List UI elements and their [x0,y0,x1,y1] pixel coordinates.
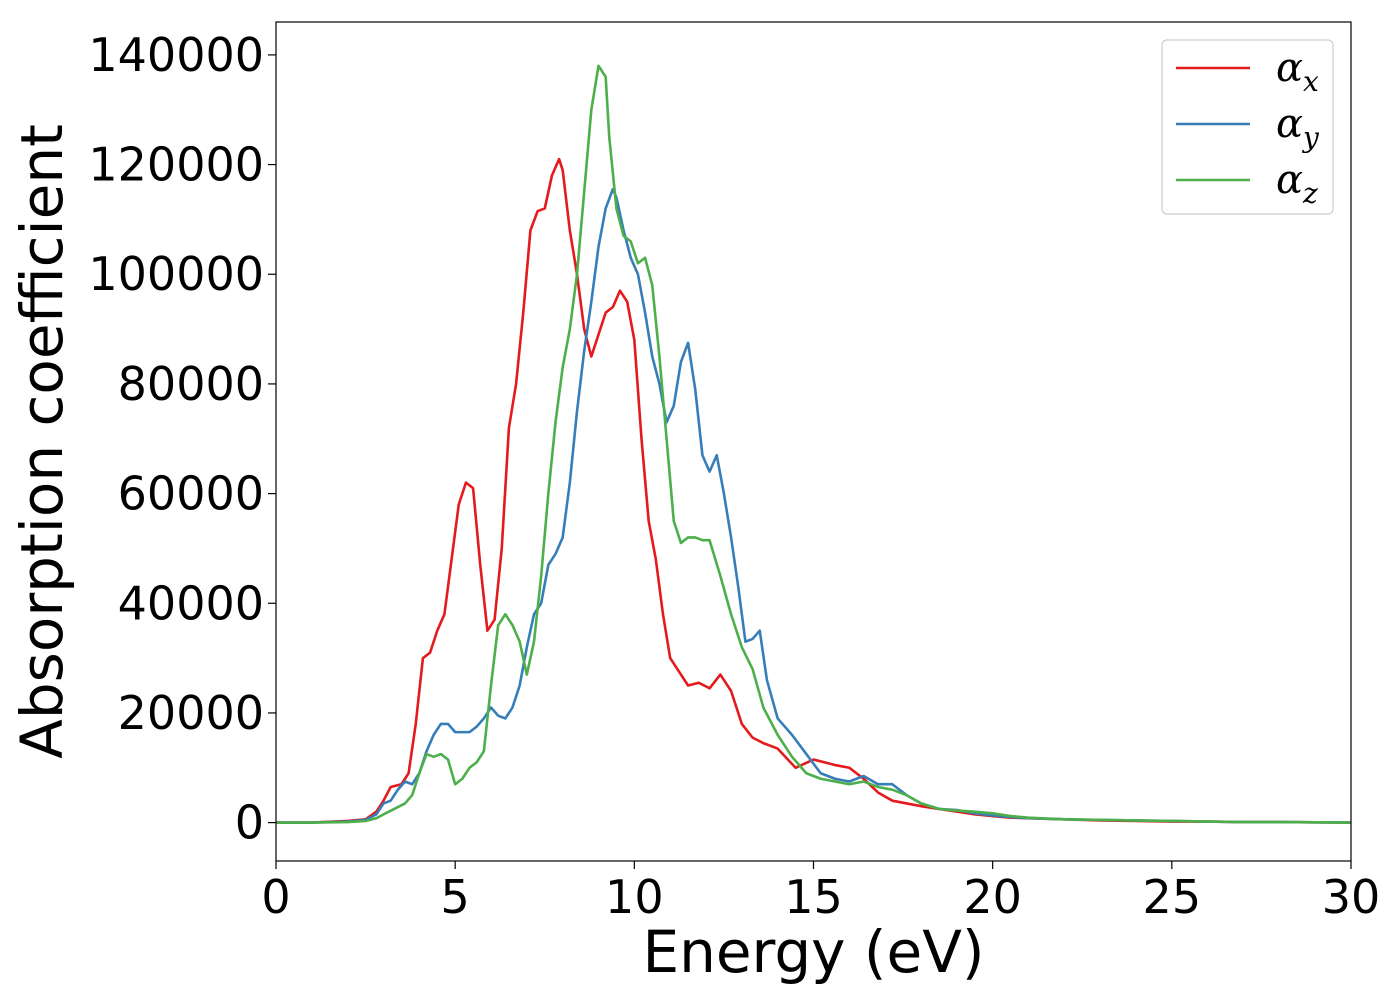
x-axis-label: Energy (eV) [642,918,984,986]
series-line-y [276,187,1351,824]
series-line-x [276,157,1351,824]
plot-area [276,64,1351,824]
legend-label-y: αy [1276,101,1320,154]
y-tick-label: 0 [235,796,264,850]
y-tick-label: 60000 [118,467,264,521]
y-tick-label: 40000 [118,576,264,630]
y-tick-label: 100000 [88,247,264,301]
x-tick-label: 15 [784,870,843,924]
axes: 0 5 10 15 20 25 30 0 20000 40000 60000 80000 100000 1… [88,21,1381,924]
y-tick-label: 80000 [118,357,264,411]
legend-box [1161,39,1334,215]
x-tick-label: 20 [963,870,1022,924]
series-line-z [276,64,1351,824]
y-tick-label: 20000 [118,686,264,740]
y-axis-label: Absorption coefficient [8,124,76,759]
x-tick-label: 5 [441,870,470,924]
y-tick-label: 120000 [88,138,264,192]
legend-label-x: αx [1276,45,1319,98]
x-tick-label: 0 [261,870,290,924]
x-tick-label: 25 [1143,870,1202,924]
x-tick-label: 10 [605,870,664,924]
x-tick-label: 30 [1322,870,1381,924]
y-tick-label: 140000 [88,28,264,82]
